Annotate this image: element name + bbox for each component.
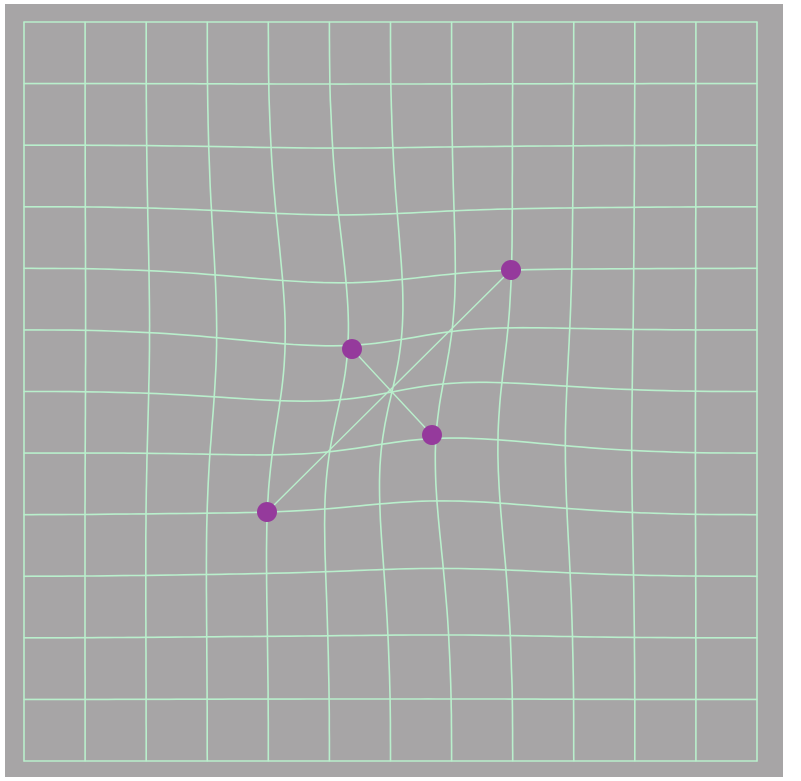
handle-upper-middle[interactable]	[342, 339, 362, 359]
handle-connectors	[266, 269, 512, 513]
control-handles[interactable]	[257, 260, 521, 522]
handle-lower-left[interactable]	[257, 502, 277, 522]
mesh-row-line	[23, 82, 758, 85]
mesh-row-line	[23, 634, 758, 639]
handle-center-right[interactable]	[422, 425, 442, 445]
mesh-row-line	[23, 698, 758, 701]
mesh-grid	[23, 21, 758, 762]
mesh-row-line	[23, 437, 758, 456]
mesh-row-line	[23, 567, 758, 578]
mesh-row-line	[23, 206, 758, 216]
mesh-warp-canvas[interactable]	[5, 4, 783, 777]
mesh-row-line	[23, 267, 758, 284]
mesh-row-line	[23, 500, 758, 516]
mesh-row-line	[23, 144, 758, 149]
warp-mesh-svg[interactable]	[5, 4, 783, 777]
mesh-row-line	[23, 326, 758, 347]
handle-connector-line	[351, 348, 433, 436]
handle-top-right[interactable]	[501, 260, 521, 280]
handle-connector-line	[266, 269, 512, 513]
